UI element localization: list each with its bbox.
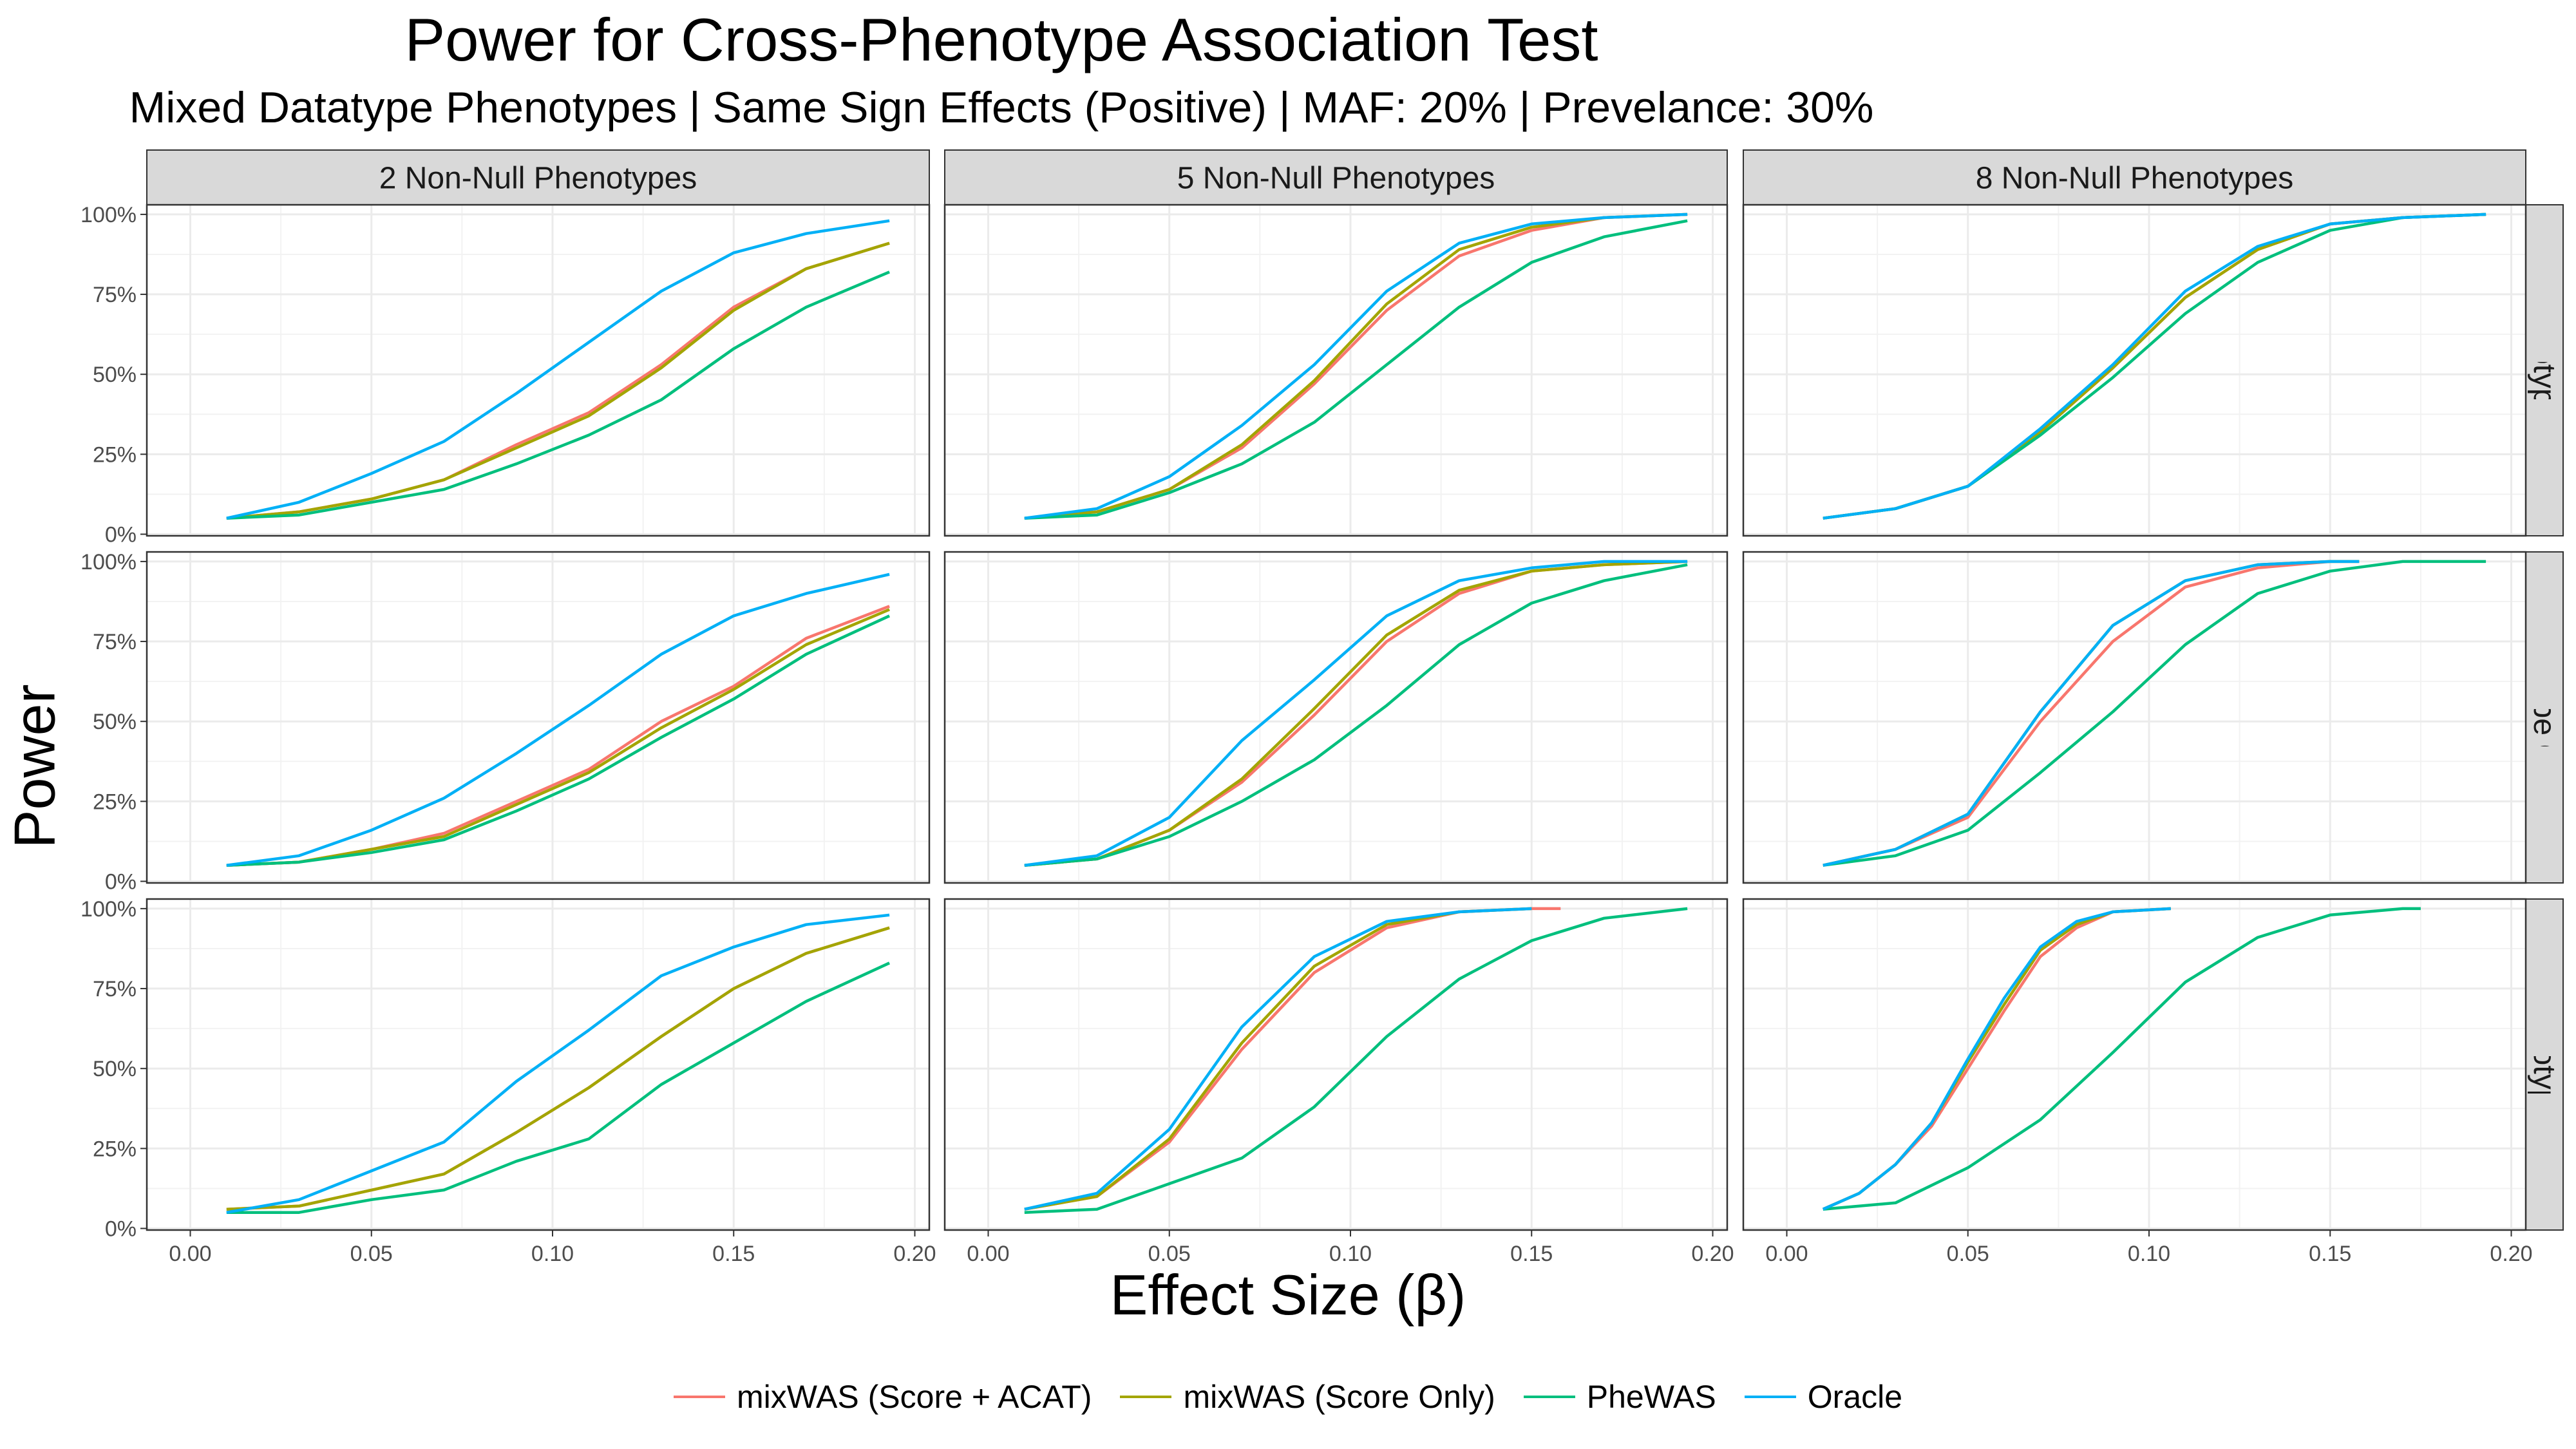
panel-border [1742, 551, 2527, 884]
x-tick-label: 0.10 [1329, 1242, 1372, 1266]
legend-item-oracle: Oracle [1744, 1378, 1903, 1416]
y-tick-label: 50% [93, 710, 137, 734]
legend-label-phewas: PheWAS [1586, 1379, 1716, 1415]
series-line-oracle [1024, 907, 1532, 1211]
series-line-mixwas-score-only [1024, 213, 1688, 520]
legend-key-oracle [1744, 1396, 1796, 1398]
x-tick-label: 0.20 [1691, 1242, 1734, 1266]
x-tick-label: 0.15 [1510, 1242, 1553, 1266]
x-tick-label: 0.05 [350, 1242, 393, 1266]
y-tick-label: 50% [93, 1057, 137, 1081]
legend: mixWAS (Score + ACAT) mixWAS (Score Only… [0, 1378, 2576, 1416]
panel-border [146, 898, 931, 1231]
row-strip-label: Negative Phenotype Correlation [2527, 846, 2561, 1283]
legend-key-mixwas-acat [673, 1396, 725, 1398]
series-line-mixwas-score-only [1024, 560, 1688, 867]
chart-subtitle: Mixed Datatype Phenotypes | Same Sign Ef… [129, 83, 1874, 132]
series-line-oracle [1823, 213, 2486, 520]
y-tick-label: 75% [93, 630, 137, 654]
panel-background [1743, 899, 2526, 1230]
legend-key-mixwas-score [1120, 1396, 1172, 1398]
row-strip [2525, 551, 2564, 884]
series-line-oracle [226, 573, 890, 867]
row-strip-label: Positive Phenotype Correlation [2527, 158, 2561, 582]
panel-border [943, 898, 1728, 1231]
panel-border [943, 551, 1728, 884]
y-tick-label: 0% [105, 870, 137, 895]
row-strip [2525, 898, 2564, 1231]
panel-background [1743, 552, 2526, 883]
x-tick-label: 0.20 [2490, 1242, 2532, 1266]
x-tick-label: 0.10 [531, 1242, 574, 1266]
x-tick-label: 0.00 [1765, 1242, 1808, 1266]
series-line-oracle [226, 219, 890, 520]
series-line-oracle [1823, 560, 2360, 867]
legend-label-oracle: Oracle [1807, 1379, 1903, 1415]
panel-background [147, 552, 929, 883]
y-tick-label: 25% [93, 1137, 137, 1161]
x-tick-label: 0.00 [169, 1242, 211, 1266]
y-tick-label: 50% [93, 363, 137, 387]
y-tick-label: 75% [93, 283, 137, 307]
series-line-mixwas-score-only [226, 608, 890, 867]
y-tick-label: 0% [105, 523, 137, 547]
y-tick-label: 75% [93, 977, 137, 1001]
panel-background [945, 552, 1727, 883]
series-line-oracle [1024, 560, 1688, 867]
panel-background [147, 205, 929, 536]
y-tick-label: 100% [80, 550, 137, 574]
column-strip-label: 8 Non-Null Phenotypes [1976, 162, 2294, 196]
legend-key-phewas [1523, 1396, 1575, 1398]
panel-border [943, 204, 1728, 537]
legend-item-mixwas-score: mixWAS (Score Only) [1120, 1378, 1495, 1416]
panel-background [945, 205, 1727, 536]
y-tick-label: 25% [93, 442, 137, 467]
series-line-mixwas-score-only [226, 242, 890, 520]
column-strip-label: 5 Non-Null Phenotypes [1177, 162, 1495, 196]
series-line-phewas [226, 270, 890, 520]
x-tick-label: 0.00 [967, 1242, 1009, 1266]
legend-item-phewas: PheWAS [1523, 1378, 1716, 1416]
legend-label-mixwas-acat: mixWAS (Score + ACAT) [736, 1379, 1092, 1415]
x-tick-label: 0.05 [1947, 1242, 1989, 1266]
chart-title: Power for Cross-Phenotype Association Te… [404, 6, 1598, 73]
x-tick-label: 0.05 [1148, 1242, 1191, 1266]
x-tick-label: 0.15 [2309, 1242, 2351, 1266]
series-line-oracle [1024, 213, 1688, 520]
x-tick-label: 0.15 [712, 1242, 755, 1266]
y-tick-label: 0% [105, 1217, 137, 1242]
x-tick-label: 0.20 [893, 1242, 936, 1266]
legend-label-mixwas-score: mixWAS (Score Only) [1183, 1379, 1495, 1415]
panel-background [1743, 205, 2526, 536]
series-line-phewas [1823, 560, 2486, 867]
panel-border [1742, 204, 2527, 537]
legend-item-mixwas-acat: mixWAS (Score + ACAT) [673, 1378, 1092, 1416]
series-line-phewas [1024, 219, 1688, 520]
series-line-phewas [1024, 907, 1688, 1214]
row-strip [2525, 204, 2564, 536]
x-tick-label: 0.10 [2128, 1242, 2170, 1266]
series-line-phewas [1823, 907, 2421, 1211]
panel-border [146, 551, 931, 884]
column-strip [146, 149, 930, 205]
y-tick-label: 100% [80, 897, 137, 922]
x-axis-label: Effect Size (β) [1110, 1263, 1466, 1327]
series-line-oracle [1822, 907, 2171, 1211]
series-line-mixwas-score-only [226, 926, 890, 1211]
series-line-phewas [1024, 563, 1688, 867]
y-tick-label: 25% [93, 790, 137, 814]
panel-border [1742, 898, 2527, 1231]
series-line-phewas [226, 961, 891, 1214]
panel-border [146, 204, 931, 537]
series-line-oracle [226, 913, 890, 1214]
series-line-phewas [226, 614, 891, 867]
row-strip-label: No Phenotype Correlation [2527, 540, 2561, 895]
y-tick-label: 100% [80, 203, 137, 227]
column-strip-label: 2 Non-Null Phenotypes [379, 162, 697, 196]
